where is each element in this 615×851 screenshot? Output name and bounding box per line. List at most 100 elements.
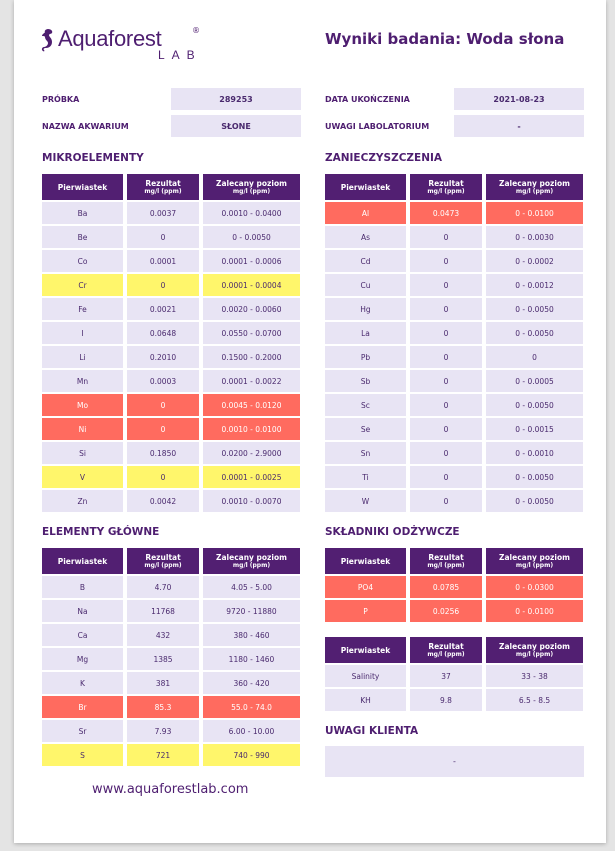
cell-element: Cd (325, 250, 406, 272)
table-row: Co 0.0001 0.0001 - 0.0006 (42, 250, 300, 272)
logo-sub: LAB (158, 48, 202, 62)
table-row: Si 0.1850 0.0200 - 2.9000 (42, 442, 300, 464)
table-row: PO4 0.0785 0 - 0.0300 (325, 576, 583, 598)
cell-element: Ti (325, 466, 406, 488)
table-row: Pb 0 0 (325, 346, 583, 368)
header-element-label: Pierwiastek (340, 556, 391, 566)
cell-result: 0 (127, 466, 199, 488)
cell-element: Ba (42, 202, 123, 224)
cell-result: 0.1850 (127, 442, 199, 464)
aquarium-label: NAZWA AKWARIUM (42, 122, 129, 131)
main-elements-table: Pierwiastek Rezultat mg/l (ppm) Zalecany po… (42, 548, 300, 768)
cell-result: 0.0785 (410, 576, 482, 598)
cell-result: 1385 (127, 648, 199, 670)
sample-label: PRÓBKA (42, 95, 80, 104)
cell-result: 0 (410, 298, 482, 320)
cell-result: 11768 (127, 600, 199, 622)
cell-element: I (42, 322, 123, 344)
cell-element: B (42, 576, 123, 598)
table-row: Sr 7.93 6.00 - 10.00 (42, 720, 300, 742)
table-row: Cu 0 0 - 0.0012 (325, 274, 583, 296)
cell-element: As (325, 226, 406, 248)
cell-element: S (42, 744, 123, 766)
cell-recommended: 740 - 990 (203, 744, 300, 766)
cell-element: K (42, 672, 123, 694)
cell-element: Zn (42, 490, 123, 512)
date-value: 2021-08-23 (454, 88, 584, 110)
website-link[interactable]: www.aquaforestlab.com (92, 782, 249, 797)
header-recommended-unit: mg/l (ppm) (232, 188, 271, 195)
table-row: Sc 0 0 - 0.0050 (325, 394, 583, 416)
header-result-unit: mg/l (ppm) (427, 188, 465, 195)
lab-notes-label: UWAGI LABOLATORIUM (325, 122, 430, 131)
header-result-label: Rezultat (145, 179, 181, 188)
cell-element: Li (42, 346, 123, 368)
table-row: Cd 0 0 - 0.0002 (325, 250, 583, 272)
cell-element: PO4 (325, 576, 406, 598)
header-recommended: Zalecany poziom mg/l (ppm) (486, 548, 583, 574)
cell-result: 0.0003 (127, 370, 199, 392)
header-recommended-label: Zalecany poziom (499, 642, 570, 651)
cell-element: Sc (325, 394, 406, 416)
cell-recommended: 6.00 - 10.00 (203, 720, 300, 742)
header-result-unit: mg/l (ppm) (427, 562, 465, 569)
logo-registered: ® (192, 26, 200, 35)
main-elements-title: ELEMENTY GŁÓWNE (42, 526, 160, 538)
cell-result: 0.2010 (127, 346, 199, 368)
cell-element: KH (325, 689, 406, 711)
table-header: Pierwiastek Rezultat mg/l (ppm) Zalecany po… (325, 548, 583, 574)
table-row: V 0 0.0001 - 0.0025 (42, 466, 300, 488)
cell-element: Mg (42, 648, 123, 670)
table-row: I 0.0648 0.0550 - 0.0700 (42, 322, 300, 344)
cell-result: 0 (127, 226, 199, 248)
cell-recommended: 33 - 38 (486, 665, 583, 687)
cell-recommended: 0 - 0.0050 (486, 322, 583, 344)
cell-recommended: 55.0 - 74.0 (203, 696, 300, 718)
cell-result: 0 (410, 466, 482, 488)
cell-recommended: 0.0001 - 0.0022 (203, 370, 300, 392)
cell-element: Ni (42, 418, 123, 440)
header-result-unit: mg/l (ppm) (427, 651, 465, 658)
cell-result: 4.70 (127, 576, 199, 598)
cell-recommended: 0.0010 - 0.0400 (203, 202, 300, 224)
header-result-unit: mg/l (ppm) (144, 562, 182, 569)
cell-result: 0.0256 (410, 600, 482, 622)
cell-recommended: 9720 - 11880 (203, 600, 300, 622)
header-recommended-unit: mg/l (ppm) (232, 562, 271, 569)
table-row: Mo 0 0.0045 - 0.0120 (42, 394, 300, 416)
cell-result: 0 (127, 418, 199, 440)
table-row: La 0 0 - 0.0050 (325, 322, 583, 344)
header-result: Rezultat mg/l (ppm) (127, 548, 199, 574)
header-result: Rezultat mg/l (ppm) (410, 548, 482, 574)
table-row: Li 0.2010 0.1500 - 0.2000 (42, 346, 300, 368)
table-row: Zn 0.0042 0.0010 - 0.0070 (42, 490, 300, 512)
cell-result: 0 (410, 322, 482, 344)
table-row: P 0.0256 0 - 0.0100 (325, 600, 583, 622)
micro-table: Pierwiastek Rezultat mg/l (ppm) Zalecany po… (42, 174, 300, 514)
cell-recommended: 0.0010 - 0.0070 (203, 490, 300, 512)
cell-element: Al (325, 202, 406, 224)
cell-recommended: 0.0010 - 0.0100 (203, 418, 300, 440)
header-result-label: Rezultat (428, 179, 464, 188)
cell-recommended: 0 - 0.0015 (486, 418, 583, 440)
page-title: Wyniki badania: Woda słona (325, 30, 565, 48)
table-row: Ni 0 0.0010 - 0.0100 (42, 418, 300, 440)
table-row: Hg 0 0 - 0.0050 (325, 298, 583, 320)
micro-title: MIKROELEMENTY (42, 152, 144, 164)
table-row: As 0 0 - 0.0030 (325, 226, 583, 248)
header-recommended-unit: mg/l (ppm) (515, 562, 554, 569)
cell-recommended: 0 - 0.0010 (486, 442, 583, 464)
cell-element: Hg (325, 298, 406, 320)
cell-element: Pb (325, 346, 406, 368)
cell-recommended: 0 - 0.0030 (486, 226, 583, 248)
header-element: Pierwiastek (325, 174, 406, 200)
cell-element: Na (42, 600, 123, 622)
header-result-label: Rezultat (428, 642, 464, 651)
cell-element: Cr (42, 274, 123, 296)
table-row: Salinity 37 33 - 38 (325, 665, 583, 687)
header-recommended-label: Zalecany poziom (499, 553, 570, 562)
cell-recommended: 0 - 0.0050 (486, 298, 583, 320)
cell-recommended: 0 - 0.0012 (486, 274, 583, 296)
table-row: Fe 0.0021 0.0020 - 0.0060 (42, 298, 300, 320)
